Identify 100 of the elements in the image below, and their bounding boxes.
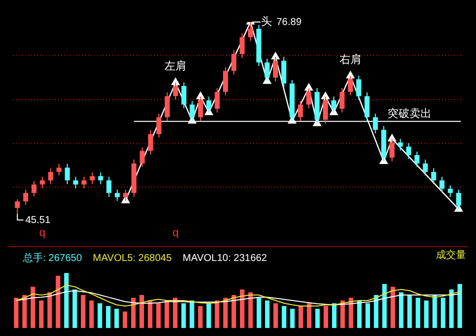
bar <box>198 306 203 328</box>
bar <box>98 303 102 328</box>
bar <box>172 298 178 328</box>
ref-line-label: 突破卖出 <box>388 106 432 120</box>
text: 45.51 <box>25 214 51 226</box>
bar <box>398 292 404 328</box>
bar <box>72 290 78 328</box>
bar <box>382 284 387 328</box>
candlestick <box>114 189 120 202</box>
candlestick <box>456 189 462 210</box>
bar <box>407 295 412 328</box>
candlestick <box>398 138 403 151</box>
text: MAVOL5: 268045 <box>92 252 172 264</box>
bar <box>30 286 36 328</box>
bar <box>357 300 362 328</box>
bar <box>148 300 152 328</box>
bar <box>139 295 144 328</box>
point <box>196 92 205 100</box>
bar <box>47 292 52 328</box>
candlestick <box>64 163 70 185</box>
bar <box>39 300 44 328</box>
candlestick <box>356 75 362 100</box>
bar <box>122 312 128 328</box>
bar <box>56 276 60 328</box>
bar <box>306 303 312 328</box>
point <box>388 134 396 142</box>
candlestick <box>32 180 37 197</box>
series-label: 总手: 267650 <box>22 252 82 264</box>
candlestick <box>214 88 220 113</box>
annotation: 头 <box>260 15 272 28</box>
bar <box>64 273 69 328</box>
bar <box>240 290 244 328</box>
candlestick <box>14 198 20 214</box>
bar <box>374 295 378 328</box>
candlestick <box>264 58 270 82</box>
bar <box>290 308 295 328</box>
candlestick <box>231 50 236 76</box>
candlestick <box>73 176 78 189</box>
bar <box>365 303 370 328</box>
bar <box>449 290 454 328</box>
candlestick <box>164 92 170 122</box>
bar <box>106 306 111 328</box>
bar <box>458 284 462 328</box>
candlestick <box>56 163 62 176</box>
bar <box>440 298 446 328</box>
bar <box>265 300 270 328</box>
bar <box>22 295 27 328</box>
bar <box>214 300 220 328</box>
bar <box>190 300 194 328</box>
bar <box>282 306 286 328</box>
bar <box>273 303 278 328</box>
bar <box>315 308 320 328</box>
bar <box>424 300 429 328</box>
point <box>304 83 313 91</box>
bar <box>131 298 136 328</box>
candlestick <box>364 92 370 122</box>
bar <box>232 295 236 328</box>
candlestick <box>422 159 428 176</box>
candlestick <box>223 66 228 96</box>
bar <box>223 298 228 328</box>
point <box>171 78 180 86</box>
candlestick <box>181 82 186 109</box>
candlestick <box>40 176 45 189</box>
annotation: 右肩 <box>339 52 362 66</box>
bar <box>390 286 396 328</box>
candlestick <box>23 189 28 206</box>
bar <box>156 303 161 328</box>
point <box>346 71 354 78</box>
bar <box>332 303 337 328</box>
bar <box>114 308 119 328</box>
bar <box>206 303 211 328</box>
candlestick <box>448 184 453 198</box>
text: 成交量 <box>436 248 466 261</box>
candlestick <box>431 168 436 185</box>
bar <box>80 295 86 328</box>
candlestick <box>372 113 378 134</box>
annotation: 76.89 <box>276 16 302 28</box>
bar <box>324 306 328 328</box>
bar <box>340 300 345 328</box>
candlestick <box>240 33 245 59</box>
candlestick <box>298 100 303 122</box>
bar <box>14 298 18 328</box>
bar <box>248 292 253 328</box>
point <box>321 92 330 100</box>
bar <box>89 300 94 328</box>
point <box>271 52 280 60</box>
candlestick <box>281 56 286 88</box>
candlestick <box>106 176 112 198</box>
bar <box>432 295 437 328</box>
text: q <box>39 227 46 240</box>
candlestick <box>190 100 195 122</box>
candlestick <box>98 172 104 185</box>
candlestick <box>81 176 86 189</box>
candlestick <box>439 176 444 194</box>
candlestick <box>414 151 420 168</box>
candlestick <box>340 88 345 113</box>
candlestick <box>156 113 162 138</box>
bar <box>416 298 420 328</box>
bar <box>164 300 170 328</box>
candlestick <box>406 142 412 160</box>
